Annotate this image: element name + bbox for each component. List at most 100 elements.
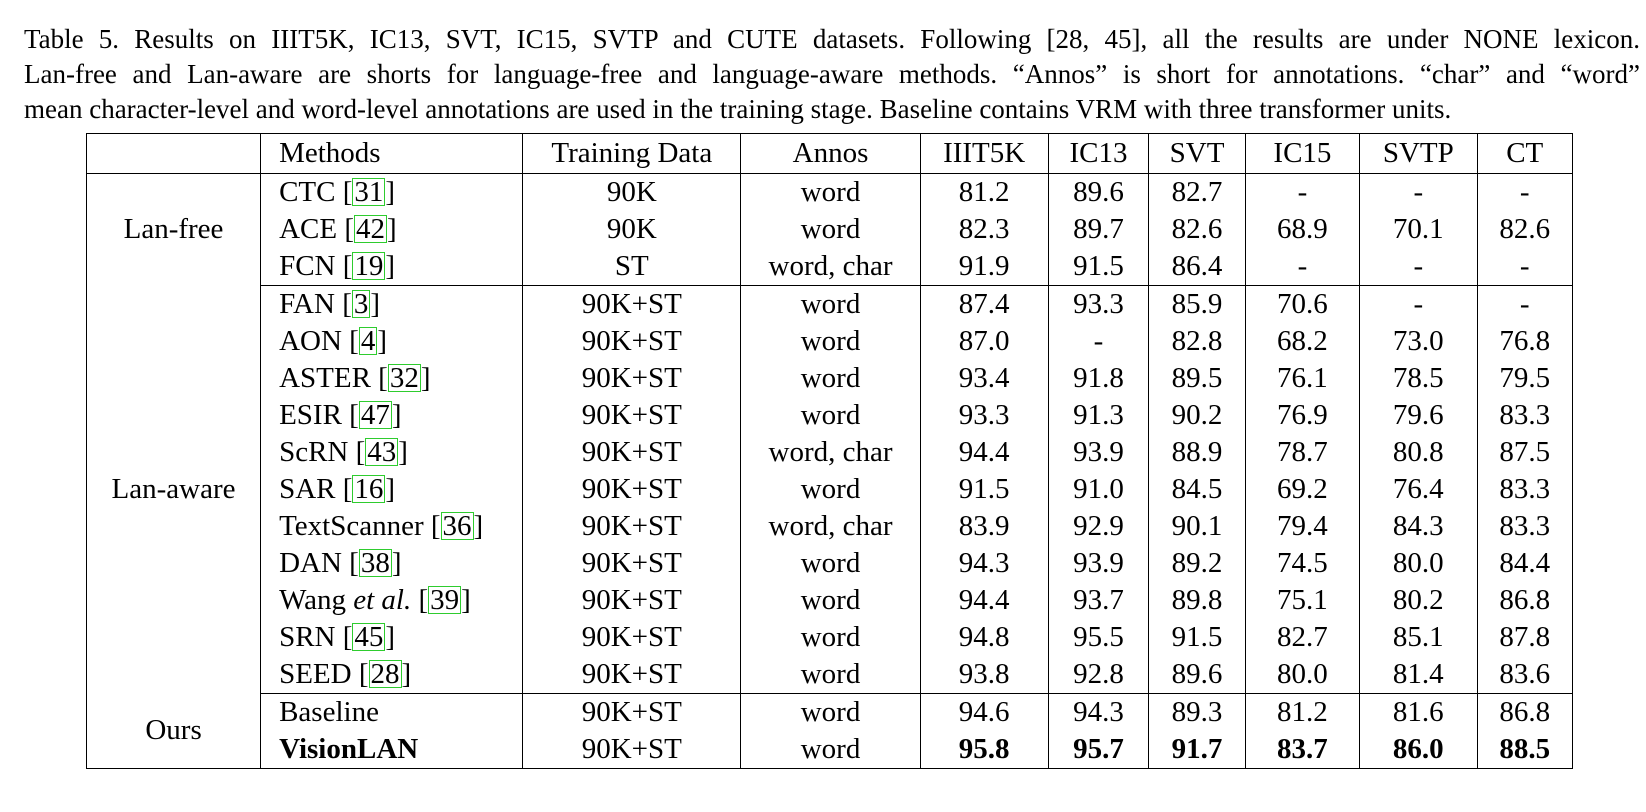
annos-cell: word — [740, 323, 921, 360]
citation-link[interactable]: 36 — [440, 510, 474, 542]
score-cell: 87.8 — [1476, 619, 1574, 656]
method-cell: FAN [3] — [260, 285, 524, 323]
score-cell: - — [1476, 285, 1574, 323]
score-cell: 89.8 — [1148, 582, 1246, 619]
group-label: Lan-free — [85, 173, 262, 286]
annos-cell: word, char — [740, 434, 921, 471]
header-cell: SVTP — [1359, 133, 1478, 174]
method-cell: VisionLAN — [260, 731, 524, 769]
score-cell: 87.0 — [919, 323, 1049, 360]
method-name: TextScanner — [279, 510, 424, 542]
citation-link[interactable]: 28 — [368, 658, 402, 690]
score-cell: 89.6 — [1148, 656, 1246, 694]
score-cell: 91.8 — [1047, 360, 1150, 397]
table-row: ASTER [32] 90K+ST word 93.4 91.8 89.5 76.1 78.5… — [87, 360, 1574, 397]
score-cell: 78.7 — [1244, 434, 1361, 471]
score-cell: 93.4 — [919, 360, 1049, 397]
score-cell: 83.3 — [1476, 508, 1574, 545]
training-data-cell: 90K+ST — [522, 582, 742, 619]
citation-link[interactable]: 32 — [387, 362, 421, 394]
table-row: FCN [19] ST word, char 91.9 91.5 86.4- - - — [87, 248, 1574, 286]
score-cell: 87.5 — [1476, 434, 1574, 471]
score-cell: 83.6 — [1476, 656, 1574, 694]
annos-cell: word — [740, 656, 921, 694]
header-cell: IC13 — [1047, 133, 1150, 174]
score-cell: - — [1244, 248, 1361, 286]
score-cell: 78.5 — [1359, 360, 1478, 397]
annos-cell: word — [740, 173, 921, 211]
score-cell: 94.4 — [919, 582, 1049, 619]
score-cell: - — [1476, 248, 1574, 286]
table-row: SRN [45] 90K+ST word 94.8 95.5 91.5 82.7 85.1 87… — [87, 619, 1574, 656]
citation-link[interactable]: 38 — [358, 547, 392, 579]
method-cell: ASTER [32] — [260, 360, 524, 397]
score-cell: 76.4 — [1359, 471, 1478, 508]
annos-cell: word — [740, 619, 921, 656]
score-cell: - — [1476, 173, 1574, 211]
group-label: Ours — [85, 693, 262, 769]
method-name: FAN — [279, 288, 335, 320]
citation-link[interactable]: 43 — [365, 436, 399, 468]
score-cell: 79.5 — [1476, 360, 1574, 397]
score-cell: 80.2 — [1359, 582, 1478, 619]
score-cell: 83.7 — [1244, 731, 1361, 769]
score-cell: 69.2 — [1244, 471, 1361, 508]
citation-link[interactable]: 4 — [358, 325, 378, 357]
score-cell: 81.2 — [1244, 693, 1361, 731]
caption-line-1: Table 5. Results on IIIT5K, IC13, SVT, I… — [24, 24, 1640, 54]
method-name: Wang — [279, 584, 346, 616]
score-cell: - — [1359, 173, 1478, 211]
annos-cell: word — [740, 582, 921, 619]
score-cell: 84.4 — [1476, 545, 1574, 582]
citation-link[interactable]: 39 — [428, 584, 462, 616]
training-data-cell: ST — [522, 248, 742, 286]
training-data-cell: 90K+ST — [522, 323, 742, 360]
score-cell: 86.8 — [1476, 582, 1574, 619]
citation-link[interactable]: 31 — [352, 176, 386, 208]
score-cell: 81.2 — [919, 173, 1049, 211]
table-row: Lan-aware FAN [3] 90K+ST word 87.4 93.3 85.9 70… — [85, 285, 1574, 694]
method-cell: Baseline — [260, 693, 524, 731]
results-table: Methods Training Data Annos IIIT5K IC13 SVT IC… — [85, 133, 1574, 769]
header-cell — [85, 133, 262, 174]
citation-link[interactable]: 45 — [352, 621, 386, 653]
method-cell: ACE [42] — [260, 211, 524, 248]
score-cell: 80.0 — [1244, 656, 1361, 694]
score-cell: 79.4 — [1244, 508, 1361, 545]
citation-link[interactable]: 47 — [358, 399, 392, 431]
score-cell: 89.3 — [1148, 693, 1246, 731]
score-cell: 91.3 — [1047, 397, 1150, 434]
header-cell: CT — [1476, 133, 1574, 174]
score-cell: - — [1359, 285, 1478, 323]
training-data-cell: 90K+ST — [522, 731, 742, 769]
method-name-italic: et al. — [353, 584, 412, 616]
score-cell: 86.8 — [1476, 693, 1574, 731]
method-cell: SEED [28] — [260, 656, 524, 694]
score-cell: 86.4 — [1148, 248, 1246, 286]
training-data-cell: 90K+ST — [522, 360, 742, 397]
annos-cell: word — [740, 731, 921, 769]
citation-link[interactable]: 19 — [352, 250, 386, 282]
training-data-cell: 90K — [522, 173, 742, 211]
score-cell: 68.9 — [1244, 211, 1361, 248]
citation-link[interactable]: 16 — [352, 473, 386, 505]
score-cell: 86.0 — [1359, 731, 1478, 769]
table-row: DAN [38] 90K+ST word 94.3 93.9 89.2 74.5 80.0 84… — [87, 545, 1574, 582]
citation-link[interactable]: 3 — [351, 288, 371, 320]
header-cell: SVT — [1148, 133, 1246, 174]
method-name: SRN — [279, 621, 336, 653]
score-cell: 89.2 — [1148, 545, 1246, 582]
group-label: Lan-aware — [85, 285, 262, 694]
score-cell: 92.8 — [1047, 656, 1150, 694]
method-cell: TextScanner [36] — [260, 508, 524, 545]
method-name: FCN — [279, 250, 336, 282]
annos-cell: word — [740, 471, 921, 508]
citation-link[interactable]: 42 — [354, 213, 387, 245]
score-cell: 82.8 — [1148, 323, 1246, 360]
score-cell: 83.3 — [1476, 471, 1574, 508]
score-cell: 91.9 — [919, 248, 1049, 286]
header-cell: IC15 — [1244, 133, 1361, 174]
method-name: AON — [279, 325, 342, 357]
training-data-cell: 90K+ST — [522, 545, 742, 582]
method-name: ScRN — [279, 436, 349, 468]
